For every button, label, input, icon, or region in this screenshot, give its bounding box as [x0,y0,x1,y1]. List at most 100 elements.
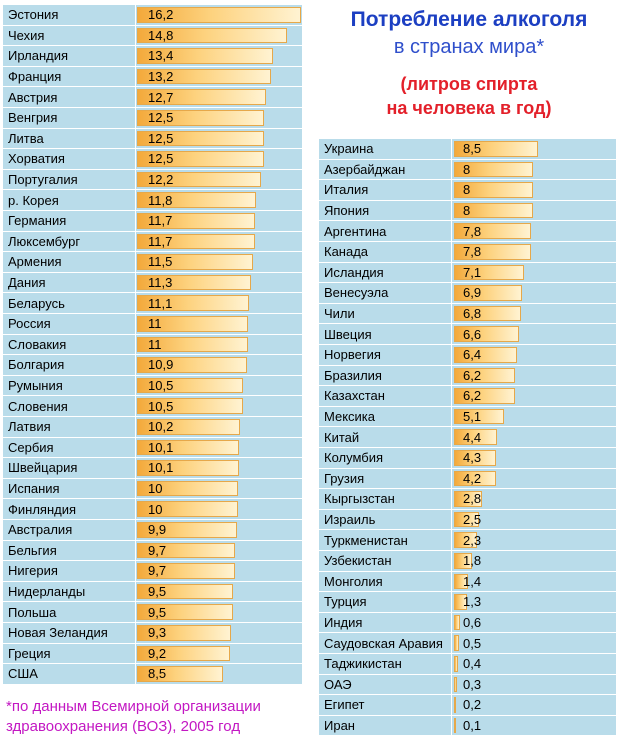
table-row: Швейцария 10,1 [3,458,302,479]
value-label: 8 [463,182,471,198]
table-row: Турция 1,3 [319,592,616,613]
bar [137,336,249,353]
country-label: Россия [8,316,51,332]
value-label: 1,3 [463,594,482,610]
column-divider [135,643,136,664]
table-row: Австралия 9,9 [3,520,302,541]
value-label: 12,5 [148,151,174,167]
column-divider [135,561,136,581]
table-row: Польша 9,5 [3,602,302,623]
left-bar-table: Эстония 16,2 Чехия 14,8 Ирландия 13,4 Франция 1… [3,5,302,685]
country-label: Греция [8,645,51,661]
table-row: Болгария 10,9 [3,355,302,376]
bar [137,233,256,250]
table-row: Россия 11 [3,314,302,335]
value-label: 11 [148,336,162,352]
country-label: Италия [324,182,369,198]
country-label: Норвегия [324,347,381,363]
table-row: Бразилия 6,2 [319,365,616,387]
table-row: Аргентина 7,8 [319,221,616,242]
table-row: Саудовская Аравия 0,5 [319,633,616,654]
country-label: Болгария [8,357,65,373]
value-label: 4,4 [463,429,482,445]
value-label: 11,7 [148,233,173,249]
column-divider [135,149,136,169]
table-row: Словакия 11 [3,334,302,356]
country-label: р. Корея [8,192,59,208]
bar [454,450,497,466]
value-label: 12,5 [148,130,174,146]
value-label: 10,9 [148,357,174,373]
bar [454,408,505,425]
column-divider [135,602,136,622]
country-label: Бразилия [324,367,382,383]
footnote-line1: *по данным Всемирной организации [6,698,261,715]
table-row: Германия 11,7 [3,211,302,232]
bar [454,182,534,198]
chart-title-line2: в странах мира* [393,36,545,58]
value-label: 10,2 [148,419,174,435]
value-label: 9,2 [148,645,167,661]
bar [137,645,231,662]
table-row: Армения 11,5 [3,252,302,273]
table-row: Туркменистан 2,3 [319,530,616,551]
country-label: Грузия [324,470,365,486]
value-label: 1,8 [463,553,482,569]
value-label: 6,8 [463,306,482,322]
bar [454,697,456,713]
table-row: Бельгия 9,7 [3,540,302,562]
country-label: Узбекистан [324,553,392,569]
column-divider [451,283,452,303]
table-row: Монголия 1,4 [319,571,616,593]
table-row: Чили 6,8 [319,303,616,325]
value-label: 6,2 [463,367,482,383]
country-label: Бельгия [8,542,57,558]
bar [454,305,522,322]
bar [454,491,482,507]
bar [137,501,239,517]
country-label: Венгрия [8,110,58,126]
country-label: Кыргызстан [324,491,395,507]
bar [137,439,240,456]
country-label: Туркменистан [324,532,408,548]
country-label: Таджикистан [324,656,402,672]
column-divider [135,66,136,87]
value-label: 10 [148,481,163,497]
column-divider [451,654,452,674]
table-row: Литва 12,5 [3,128,302,150]
column-divider [135,623,136,643]
bar [137,110,264,126]
table-row: Китай 4,4 [319,427,616,448]
chart-title: Потребление алкоголя [350,8,588,31]
country-label: США [8,666,38,682]
country-label: Германия [8,213,67,229]
column-divider [135,314,136,334]
value-label: 10,5 [148,378,174,394]
table-row: Венесуэла 6,9 [319,283,616,304]
column-divider [451,551,452,571]
footnote: *по данным Всемирной организации здравоо… [6,697,306,737]
table-row: Беларусь 11,1 [3,293,302,314]
table-row: Египет 0,2 [319,695,616,716]
table-row: Новая Зеландия 9,3 [3,623,302,644]
bar [137,192,257,208]
country-label: Словакия [8,336,67,352]
value-label: 12,2 [148,172,174,188]
country-label: Колумбия [324,450,383,466]
bar [137,68,271,85]
bar [454,264,525,281]
value-label: 2,5 [463,512,482,528]
column-divider [135,272,136,293]
country-label: Сербия [8,439,54,455]
value-label: 11,8 [148,192,173,208]
bar [454,285,523,301]
country-label: Литва [8,130,44,146]
table-row: Чехия 14,8 [3,25,302,47]
table-row: Индия 0,6 [319,612,616,634]
column-divider [451,139,452,159]
table-row: США 8,5 [3,664,302,685]
table-row: Узбекистан 1,8 [319,551,616,572]
value-label: 10,1 [148,460,174,476]
column-divider [135,437,136,458]
country-label: Финляндия [8,501,77,517]
